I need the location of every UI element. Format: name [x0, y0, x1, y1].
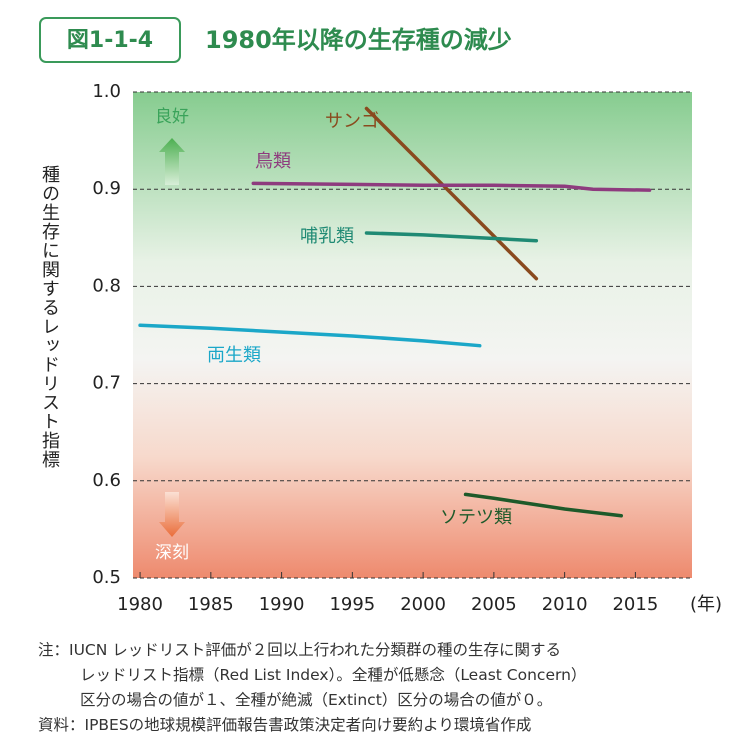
label-box — [39, 17, 181, 63]
x-tick-label: 1995 — [329, 594, 375, 615]
series-label: 鳥類 — [255, 151, 291, 172]
y-tick-label: 0.5 — [92, 567, 121, 588]
series-line — [364, 231, 539, 243]
x-tick-label: 2000 — [400, 594, 446, 615]
series-label: サンゴ — [325, 111, 379, 132]
arrow-down — [159, 492, 185, 537]
plot-area — [133, 92, 692, 578]
x-axis-label: (年) — [690, 594, 722, 615]
x-tick-label: 1985 — [188, 594, 234, 615]
series-line — [251, 181, 652, 192]
annotation: 良好 — [155, 107, 189, 127]
y-tick-label: 0.7 — [92, 373, 121, 394]
series-line — [463, 492, 623, 518]
y-tick-label: 0.9 — [92, 178, 121, 199]
series-line — [364, 106, 539, 281]
chart-title: 1980年以降の生存種の減少 — [205, 26, 512, 54]
series-line — [138, 323, 482, 348]
note: レッドリスト指標（Red List Index）。全種が低懸念（Least Co… — [80, 666, 587, 684]
figure-label: 図1-1-4 — [67, 28, 153, 53]
note: 区分の場合の値が１、全種が絶滅（Extinct）区分の場合の値が０。 — [80, 691, 553, 709]
y-tick-label: 1.0 — [92, 81, 121, 102]
note: 注：IUCN レッドリスト評価が２回以上行われた分類群の種の生存に関する — [38, 641, 561, 659]
x-tick-label: 2015 — [612, 594, 658, 615]
chart: 図1-1-4 1980年以降の生存種の減少 良好 深刻 (年) 0.5 0.6 0.… — [39, 17, 722, 615]
series-label: 哺乳類 — [300, 226, 354, 247]
source: 資料：IPBESの地球規模評価報告書政策決定者向け要約より環境省作成 — [38, 716, 532, 734]
x-tick-label: 1990 — [259, 594, 305, 615]
y-tick-label: 0.8 — [92, 275, 121, 296]
arrow-up — [159, 138, 185, 185]
x-tick-label: 2005 — [471, 594, 517, 615]
series-label: 両生類 — [207, 345, 261, 366]
y-tick-label: 0.6 — [92, 470, 121, 491]
x-tick-label: 2010 — [542, 594, 588, 615]
series-label: ソテツ類 — [440, 507, 512, 528]
y-axis-label: 種の生存に関するレッドリスト指標 — [39, 165, 60, 469]
x-tick-label: 1980 — [117, 594, 163, 615]
annotation: 深刻 — [155, 543, 189, 563]
